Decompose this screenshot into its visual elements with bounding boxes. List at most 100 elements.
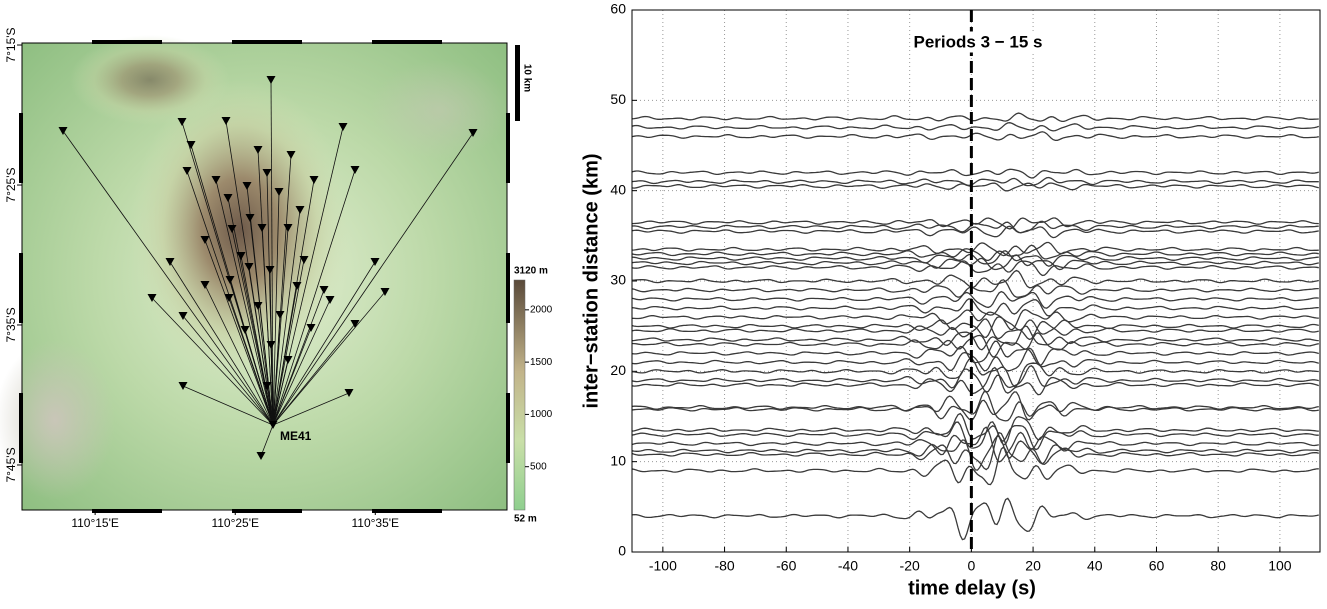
station [165,258,175,266]
station-path [272,132,474,426]
waveform [632,168,1319,179]
station [265,266,275,274]
lon-tick-label: 110°25'E [211,516,259,530]
station [344,389,354,397]
scale-label: 10 km [521,64,532,92]
station [380,288,390,296]
station [236,252,246,260]
waveform [632,412,1319,446]
station-path [272,209,301,426]
map: 110°15'E 110°25'E 110°35'E 7°15'S 7°25'S 7°35… [0,27,553,530]
station [262,169,272,177]
station-path [272,227,289,426]
station [253,302,263,310]
station [283,224,293,232]
stations [58,76,478,460]
station [186,141,196,149]
waveform [632,365,1319,393]
station-path [204,239,274,426]
colorbar-tick-label: 2000 [530,304,553,315]
waveforms [632,112,1319,541]
station-path [182,315,274,426]
waveform [632,112,1319,123]
x-tick-label: -60 [776,558,796,574]
frame-bar [372,509,442,513]
plot-frame [631,9,1321,553]
station-path [231,228,274,426]
waveform [632,225,1319,239]
waveform [632,241,1319,257]
station [266,76,276,84]
x-tick-label: 0 [967,558,975,574]
station-path [204,284,274,426]
station [325,296,335,304]
station-path [257,305,274,426]
station-path [266,385,274,426]
station [266,341,276,349]
lon-tick-label: 110°35'E [351,516,399,530]
station-path [272,327,312,426]
station [221,117,231,125]
station [319,286,329,294]
x-tick-label: 60 [1149,558,1165,574]
lat-tick-label: 7°35'S [4,307,18,342]
station [178,312,188,320]
waveform [632,347,1319,372]
waveform [632,244,1319,262]
station [468,129,478,137]
station [309,176,319,184]
station-path [272,285,298,426]
x-tick-label: -80 [714,558,734,574]
station-path [244,329,274,426]
station-path [272,299,331,426]
colorbar [513,279,526,511]
station [295,206,305,214]
station-path [272,169,356,426]
station [292,282,302,290]
waveform [632,176,1319,187]
station [240,326,250,334]
frame-bar [232,40,302,44]
lat-tick-label: 7°45'S [4,447,18,482]
station-path [272,314,281,426]
waveform [632,421,1319,451]
station [350,320,360,328]
station [283,356,293,364]
waveform [632,426,1319,463]
station-path [272,359,289,426]
station-path [272,261,376,426]
lat-tick-label: 7°25'S [4,167,18,202]
frame-bar [19,393,23,463]
station-path [261,227,274,426]
waveform [632,122,1319,132]
station-path [272,259,305,426]
waveform [632,308,1319,331]
station [225,276,235,284]
waveform [632,217,1319,230]
frame-bar [19,253,23,323]
chart: inter−station distance (km) time delay (… [580,1,1321,599]
x-tick-label: -20 [900,558,920,574]
colorbar-max-label: 3120 m [514,266,548,277]
station [200,236,210,244]
x-tick-label: -100 [649,558,677,574]
waveform [632,279,1319,298]
x-tick-label: 40 [1087,558,1103,574]
colorbar-min-label: 52 m [514,514,537,525]
colorbar-tick-label: 500 [530,461,547,472]
station [268,421,278,429]
station [286,151,296,159]
y-tick-label: 20 [610,362,626,378]
waveform [632,269,1319,289]
station [182,167,192,175]
waveform [632,316,1319,338]
station-path [151,297,274,426]
station [262,382,272,390]
waveform [632,435,1319,471]
station [338,123,348,131]
frame-bar [19,113,23,183]
waveform [632,250,1319,267]
station-path [272,191,280,426]
x-tick-label: -40 [838,558,858,574]
